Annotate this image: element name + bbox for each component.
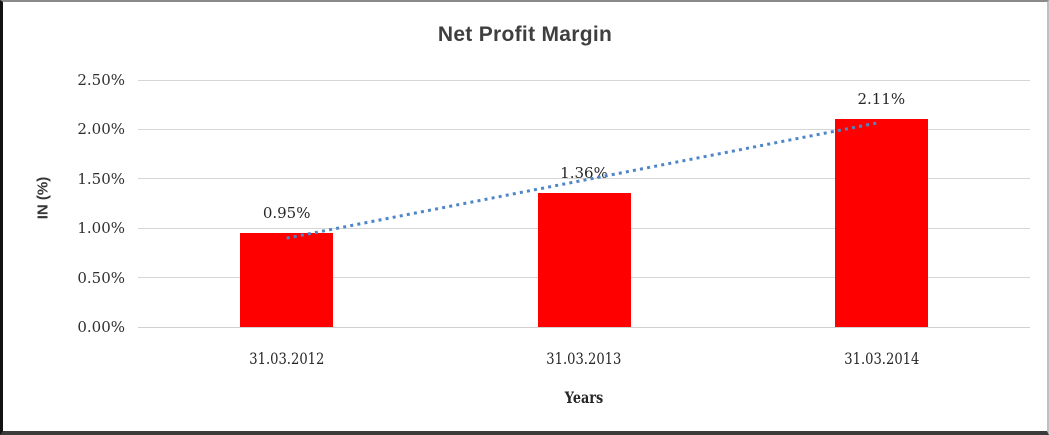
- y-tick-label: 1.00%: [77, 219, 125, 238]
- y-tick-label: 2.00%: [77, 120, 125, 139]
- y-tick-label: 1.50%: [77, 169, 125, 188]
- bar-31.03.2014: [834, 118, 928, 327]
- y-tick-label: 0.50%: [77, 268, 125, 287]
- y-tick-label: 2.50%: [77, 71, 125, 89]
- chart-title: Net Profit Margin: [437, 23, 613, 46]
- x-axis-title-text: Years: [564, 388, 604, 407]
- bar-31.03.2013: [537, 192, 631, 327]
- x-axis-line: [138, 326, 1030, 328]
- gridline: [138, 79, 1030, 81]
- bar-value-label: 0.95%: [262, 204, 311, 223]
- y-tick-label: 0.00%: [77, 318, 125, 336]
- bar-value-label: 1.36%: [560, 163, 608, 182]
- bar-value-label: 2.11%: [857, 89, 906, 108]
- x-tick-label: 31.03.2012: [249, 349, 325, 368]
- x-axis-title: Years: [434, 388, 734, 407]
- x-tick-label: 31.03.2013: [546, 349, 622, 368]
- x-tick-label: 31.03.2014: [843, 349, 919, 368]
- bar-31.03.2012: [240, 233, 334, 327]
